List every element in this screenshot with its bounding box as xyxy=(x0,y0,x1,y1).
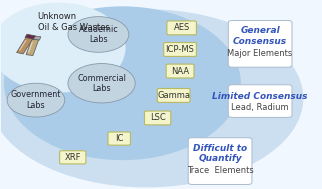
Text: Trace  Elements: Trace Elements xyxy=(187,166,253,175)
Circle shape xyxy=(7,83,65,117)
Polygon shape xyxy=(25,34,35,39)
Circle shape xyxy=(68,64,135,103)
Polygon shape xyxy=(17,38,33,54)
Text: Major Elements: Major Elements xyxy=(227,49,293,58)
Text: Unknown
Oil & Gas Wastes: Unknown Oil & Gas Wastes xyxy=(38,12,109,32)
Ellipse shape xyxy=(0,9,303,187)
Text: Lead, Radium: Lead, Radium xyxy=(231,103,289,112)
Text: NAA: NAA xyxy=(171,67,189,76)
FancyBboxPatch shape xyxy=(167,21,196,35)
Circle shape xyxy=(68,17,129,52)
FancyBboxPatch shape xyxy=(108,132,130,145)
Text: Commercial
Labs: Commercial Labs xyxy=(77,74,126,93)
Polygon shape xyxy=(28,42,33,53)
FancyBboxPatch shape xyxy=(166,64,194,78)
Text: Difficult to
Quantify: Difficult to Quantify xyxy=(193,143,247,163)
FancyBboxPatch shape xyxy=(157,88,190,102)
Text: Gamma: Gamma xyxy=(157,91,190,100)
Text: General
Consensus: General Consensus xyxy=(233,26,287,46)
Ellipse shape xyxy=(0,3,126,93)
FancyBboxPatch shape xyxy=(145,111,171,125)
Text: AES: AES xyxy=(174,23,190,32)
Text: Government
Labs: Government Labs xyxy=(11,90,61,110)
Ellipse shape xyxy=(4,6,241,160)
Polygon shape xyxy=(31,36,41,40)
Polygon shape xyxy=(19,40,27,51)
Polygon shape xyxy=(26,39,39,56)
FancyBboxPatch shape xyxy=(164,43,196,56)
Text: Academic
Labs: Academic Labs xyxy=(79,25,118,44)
FancyBboxPatch shape xyxy=(60,151,86,164)
FancyBboxPatch shape xyxy=(188,138,252,184)
Text: IC: IC xyxy=(115,134,123,143)
FancyBboxPatch shape xyxy=(228,20,292,67)
Text: Limited Consensus: Limited Consensus xyxy=(213,92,308,101)
Text: ICP-MS: ICP-MS xyxy=(166,45,194,54)
Text: XRF: XRF xyxy=(64,153,81,162)
Text: LSC: LSC xyxy=(150,113,166,122)
FancyBboxPatch shape xyxy=(228,85,292,117)
